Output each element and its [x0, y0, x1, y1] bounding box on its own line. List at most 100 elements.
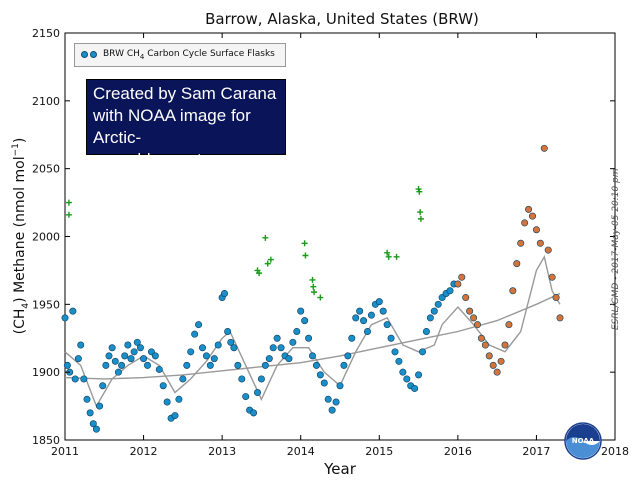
data-point [111, 357, 119, 365]
data-point [163, 398, 171, 406]
data-point [265, 355, 273, 363]
data-point [430, 307, 438, 315]
data-point [348, 334, 356, 342]
credit-annotation: Created by Sam Carana with NOAA image fo… [86, 79, 286, 169]
data-point [301, 317, 309, 325]
data-point [360, 317, 368, 325]
chart-title: Barrow, Alaska, United States (BRW) [205, 10, 479, 28]
data-point [127, 355, 135, 363]
data-point [517, 239, 525, 247]
data-point [340, 361, 348, 369]
legend: BRW CH4 Carbon Cycle Surface Flasks [74, 43, 286, 67]
data-point [489, 361, 497, 369]
data-point [521, 219, 529, 227]
data-point [238, 375, 246, 383]
outlier-point [264, 260, 271, 267]
series-line [64, 255, 561, 408]
data-point [528, 212, 536, 220]
data-point [118, 361, 126, 369]
data-point [187, 348, 195, 356]
outlier-point [301, 240, 308, 247]
data-point [375, 298, 383, 306]
data-point [332, 398, 340, 406]
data-point [289, 338, 297, 346]
outlier-point [256, 270, 263, 277]
data-point [403, 375, 411, 383]
series-line [64, 292, 561, 380]
data-point [224, 327, 232, 335]
outlier-point [267, 256, 274, 263]
data-point [195, 321, 203, 329]
data-point [269, 344, 277, 352]
legend-marker-dot [81, 51, 88, 58]
data-point [473, 321, 481, 329]
data-point [199, 344, 207, 352]
data-point [316, 371, 324, 379]
data-point [383, 321, 391, 329]
data-point [89, 420, 97, 428]
data-point [367, 311, 375, 319]
data-point [505, 321, 513, 329]
curve-layer [64, 255, 561, 408]
data-point [513, 260, 521, 268]
data-point [485, 352, 493, 360]
noaa-logo-text: NOAA [572, 437, 595, 445]
data-point [454, 280, 462, 288]
data-point [96, 402, 104, 410]
data-point [415, 371, 423, 379]
data-point [285, 355, 293, 363]
data-point [391, 348, 399, 356]
data-point [105, 352, 113, 360]
data-point [544, 246, 552, 254]
x-tick-label: 2016 [444, 445, 472, 458]
data-point [312, 361, 320, 369]
data-point [210, 355, 218, 363]
data-point [501, 341, 509, 349]
outlier-point [393, 253, 400, 260]
data-point [179, 375, 187, 383]
data-point [151, 352, 159, 360]
data-point [254, 389, 262, 397]
outlier-point [65, 199, 72, 206]
data-point [411, 384, 419, 392]
data-point [92, 425, 100, 433]
data-point [552, 294, 560, 302]
data-point [336, 382, 344, 390]
data-point [481, 341, 489, 349]
y-tick-label: 1850 [32, 434, 60, 447]
data-point [230, 344, 238, 352]
data-point [124, 341, 132, 349]
data-point [422, 327, 430, 335]
outlier-point [415, 186, 422, 193]
data-point [114, 368, 122, 376]
data-point [74, 355, 82, 363]
data-point [171, 412, 179, 420]
data-point [328, 406, 336, 414]
data-point [69, 307, 77, 315]
y-axis-label: (CH4) Methane (nmol mol−1) [11, 138, 31, 335]
data-point [540, 144, 548, 152]
data-point [63, 361, 71, 369]
ticks-layer: 2011 2012 2013 2014 2015 2016 2017 2018 1850 1900… [32, 27, 629, 458]
data-point [395, 357, 403, 365]
data-point [466, 307, 474, 315]
data-point [183, 361, 191, 369]
data-point [140, 355, 148, 363]
outlier-point [417, 215, 424, 222]
data-point [548, 273, 556, 281]
data-point [71, 375, 79, 383]
data-point [277, 344, 285, 352]
data-point [536, 239, 544, 247]
x-tick-label: 2015 [365, 445, 393, 458]
data-point [356, 307, 364, 315]
data-point [462, 294, 470, 302]
y-tick-label: 1900 [32, 366, 60, 379]
data-point [344, 352, 352, 360]
data-point [136, 344, 144, 352]
x-tick-label: 2017 [522, 445, 550, 458]
data-point [257, 375, 265, 383]
outlier-point [309, 276, 316, 283]
source-timestamp: ESRL/GMD - 2017-May-05 20:10 pm [611, 168, 621, 330]
data-point [214, 341, 222, 349]
